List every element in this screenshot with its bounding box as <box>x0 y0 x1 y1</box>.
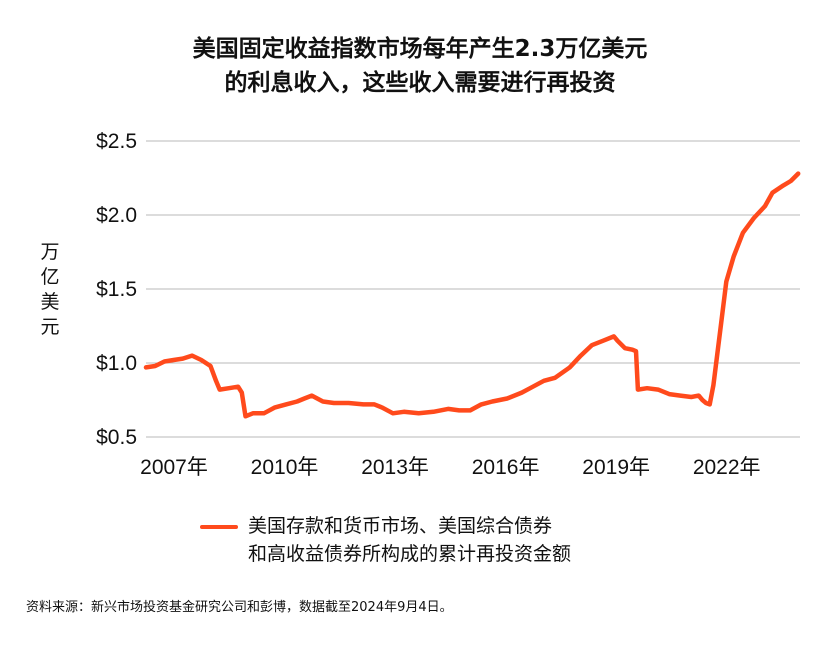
chart-title-line-1: 美国固定收益指数市场每年产生2.3万亿美元 <box>192 36 648 62</box>
series-group <box>143 171 801 419</box>
chart-title: 美国固定收益指数市场每年产生2.3万亿美元 的利息收入，这些收入需要进行再投资 <box>0 32 840 100</box>
y-axis-label: 万 亿 美 元 <box>34 240 66 340</box>
x-tick-label: 2019年 <box>582 456 650 479</box>
y-tick-label: $0.5 <box>96 426 137 449</box>
x-tick-label: 2013年 <box>361 456 429 479</box>
legend: 美国存款和货币市场、美国综合债券 和高收益债券所构成的累计再投资金额 <box>200 512 571 568</box>
y-axis-label-char-1: 万 <box>40 241 60 263</box>
y-axis-label-char-3: 美 <box>40 291 60 313</box>
y-tick-labels: $0.5 $1.0 $1.5 $2.0 $2.5 <box>96 130 137 449</box>
chart-title-line-2: 的利息收入，这些收入需要进行再投资 <box>224 70 616 96</box>
legend-label-line-2: 和高收益债券所构成的累计再投资金额 <box>248 543 572 565</box>
x-tick-label: 2022年 <box>693 456 761 479</box>
source-note: 资料来源：新兴市场投资基金研究公司和彭博，数据截至2024年9月4日。 <box>26 600 453 615</box>
x-tick-labels: 2007年 2010年 2013年 2016年 2019年 2022年 <box>140 456 760 479</box>
y-tick-label: $1.0 <box>96 352 137 375</box>
x-tick-label: 2016年 <box>472 456 540 479</box>
gridlines <box>146 140 800 438</box>
y-tick-label: $2.5 <box>96 130 137 153</box>
legend-label-line-1: 美国存款和货币市场、美国综合债券 <box>248 515 553 537</box>
legend-swatch <box>200 525 238 529</box>
y-axis-label-char-2: 亿 <box>40 266 60 288</box>
series-line-0 <box>143 171 801 419</box>
x-tick-label: 2010年 <box>251 456 319 479</box>
y-tick-label: $2.0 <box>96 204 137 227</box>
legend-label: 美国存款和货币市场、美国综合债券 和高收益债券所构成的累计再投资金额 <box>248 512 571 568</box>
x-tick-label: 2007年 <box>140 456 208 479</box>
y-axis-label-char-4: 元 <box>40 316 60 338</box>
y-tick-label: $1.5 <box>96 278 137 301</box>
